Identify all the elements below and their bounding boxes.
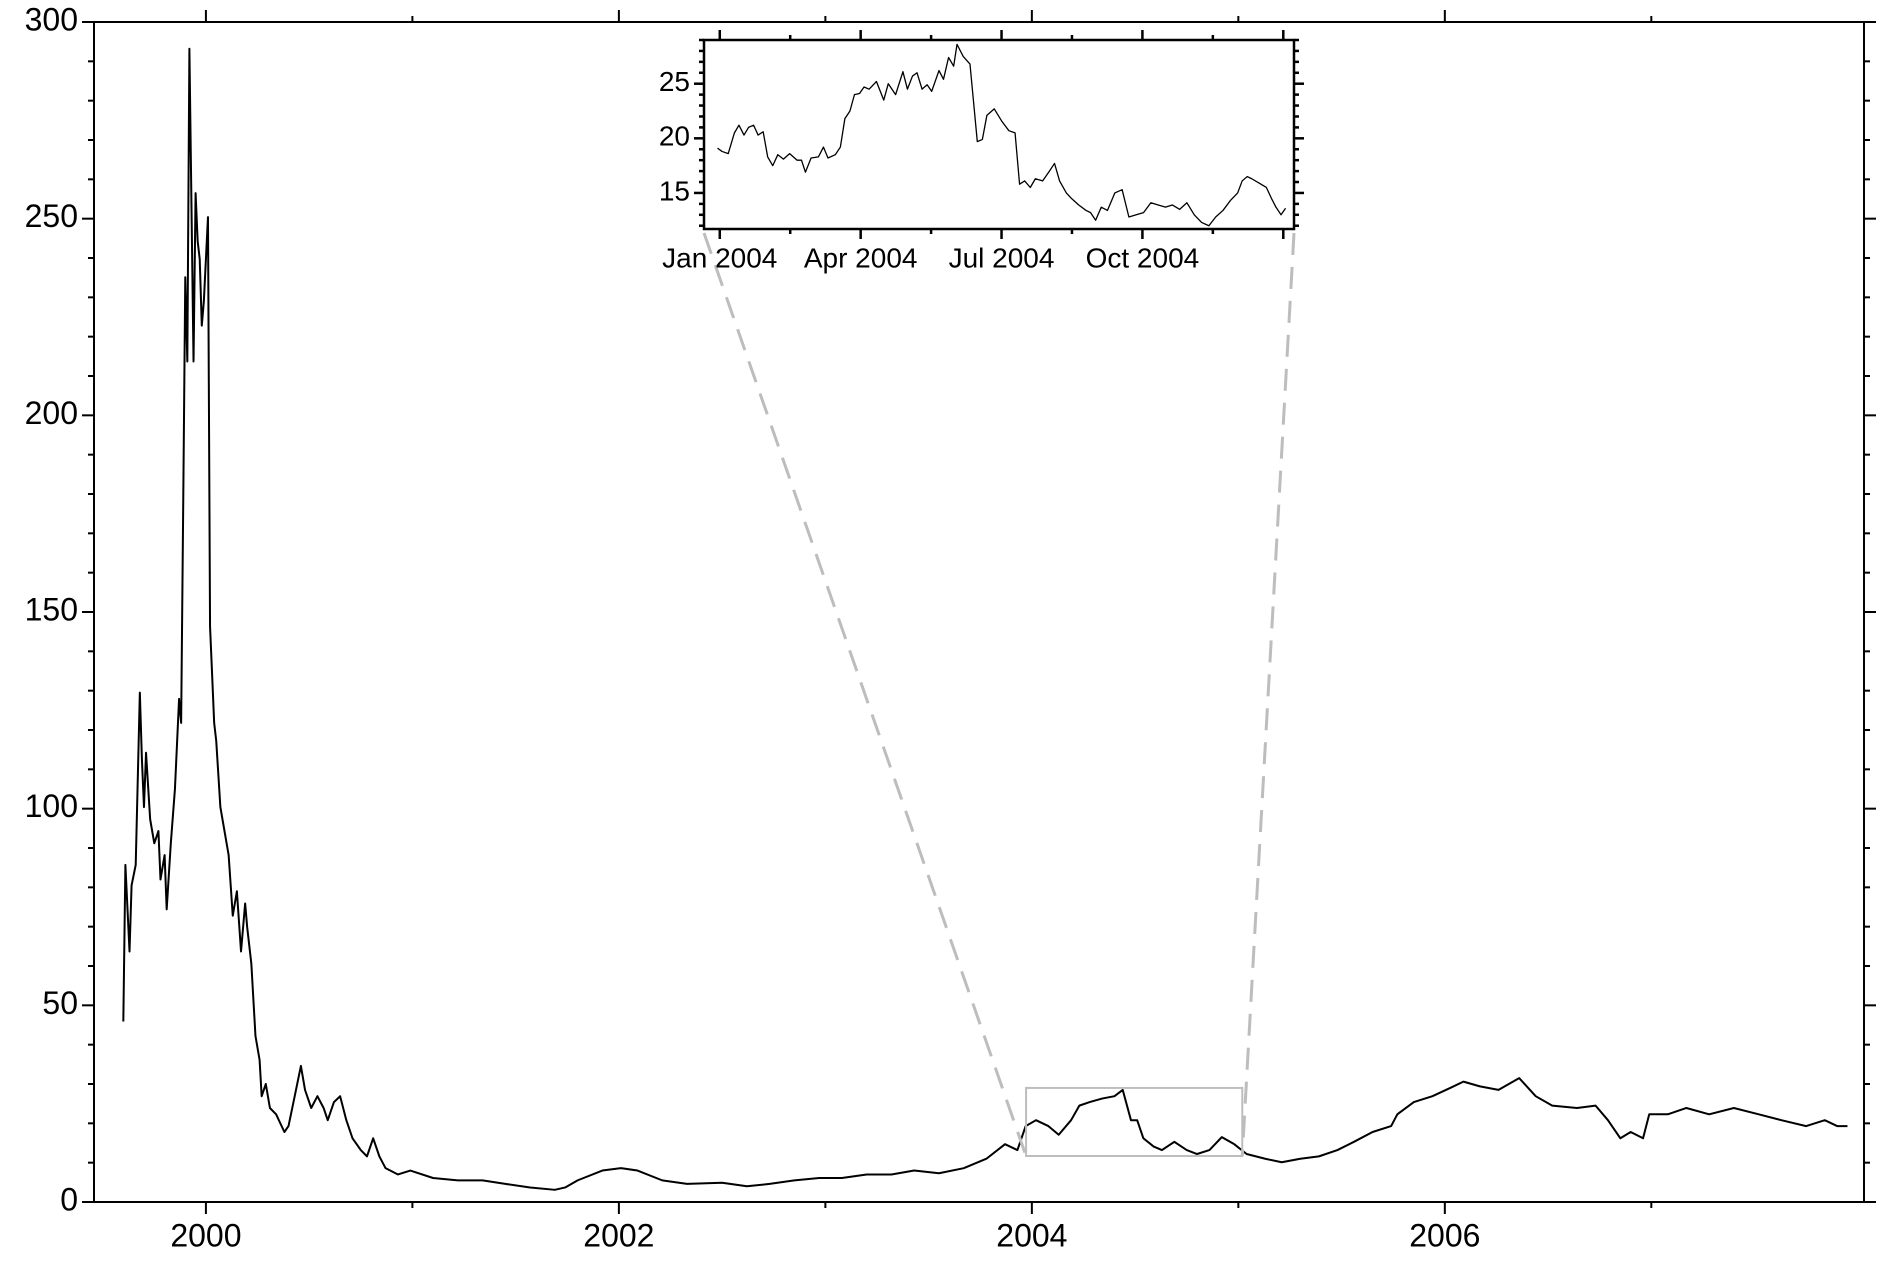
y-tick-label: 150 <box>25 591 78 627</box>
y-tick-label: 25 <box>659 66 690 97</box>
y-tick-label: 300 <box>25 1 78 37</box>
zoom-connector <box>1240 232 1296 1157</box>
x-tick-label: 2000 <box>170 1217 241 1253</box>
zoom-connector <box>702 232 1028 1157</box>
x-tick-label: 2006 <box>1409 1217 1480 1253</box>
data-line <box>717 43 1287 227</box>
data-line <box>122 47 1848 1191</box>
x-tick-label: Jan 2004 <box>662 242 777 273</box>
y-tick-label: 15 <box>659 175 690 206</box>
x-tick-label: Apr 2004 <box>804 242 918 273</box>
y-tick-label: 20 <box>659 121 690 152</box>
y-tick-label: 0 <box>60 1181 78 1217</box>
x-tick-label: Oct 2004 <box>1086 242 1200 273</box>
x-tick-label: 2004 <box>996 1217 1067 1253</box>
y-tick-label: 50 <box>42 985 78 1021</box>
x-tick-label: 2002 <box>583 1217 654 1253</box>
plot-area <box>704 40 1294 229</box>
x-tick-label: Jul 2004 <box>949 242 1055 273</box>
plot-frame <box>702 38 1296 231</box>
y-tick-label: 100 <box>25 788 78 824</box>
y-tick-label: 250 <box>25 198 78 234</box>
zoom-box <box>1025 1086 1244 1157</box>
y-tick-label: 200 <box>25 395 78 431</box>
